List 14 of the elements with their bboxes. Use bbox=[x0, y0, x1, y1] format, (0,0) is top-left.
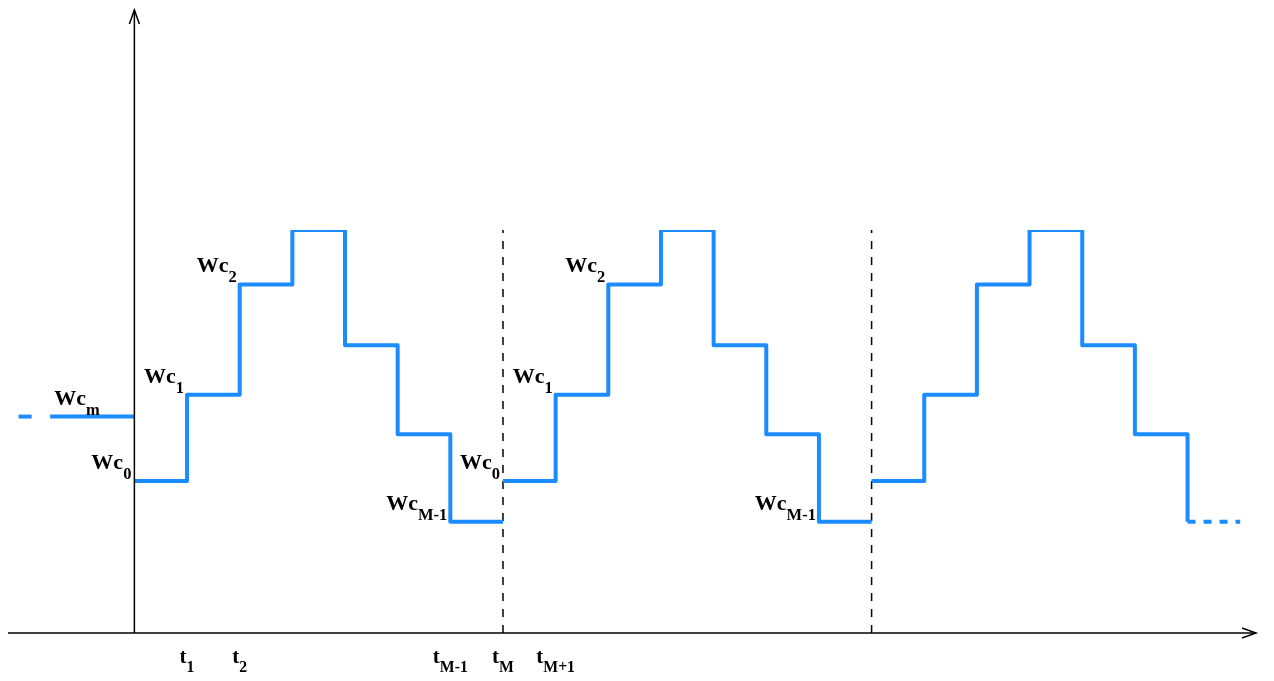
x-tick-label: t$_{1}$ bbox=[179, 644, 195, 675]
annotation: Wc$_{M-1}$ bbox=[754, 489, 816, 524]
annotation: Wc$_{M-1}$ bbox=[386, 489, 448, 524]
annotation: Wc$_{m}$ bbox=[54, 384, 101, 419]
annotation: Wc$_{2}$ bbox=[196, 252, 237, 286]
annotation: Wc$_{0}$ bbox=[459, 449, 500, 483]
annotation: Wc$_{2}$ bbox=[565, 252, 606, 286]
annotation: Wc$_{0}$ bbox=[91, 449, 132, 483]
x-tick-label: t$_{2}$ bbox=[232, 644, 248, 675]
annotation: Wc$_{1}$ bbox=[512, 362, 553, 397]
x-tick-label: t$_{M}$ bbox=[492, 644, 515, 675]
x-tick-label: t$_{M-1}$ bbox=[432, 644, 468, 675]
x-tick-label: t$_{M+1}$ bbox=[536, 644, 576, 675]
annotation: Wc$_{1}$ bbox=[144, 362, 185, 397]
